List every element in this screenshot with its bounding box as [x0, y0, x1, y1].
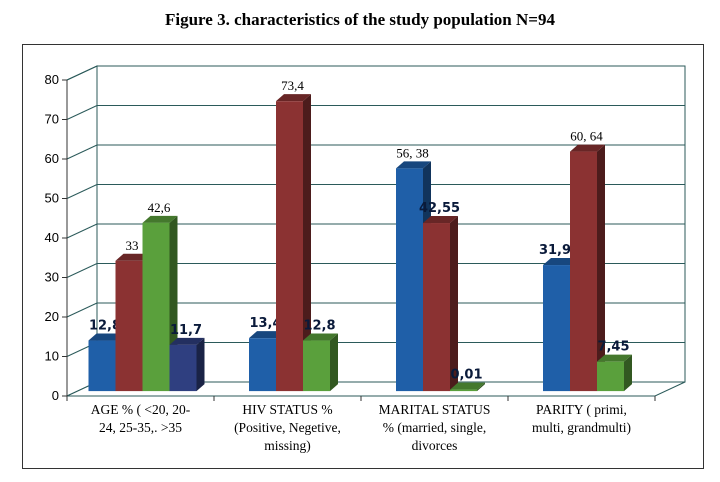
bar-side: [477, 382, 485, 392]
floor: [66, 381, 686, 397]
bar-top: [423, 216, 458, 224]
bar-side: [196, 337, 205, 392]
bar-top: [142, 215, 178, 223]
data-label: 0,01: [450, 368, 482, 383]
bar-top: [249, 331, 284, 339]
bar-top: [597, 354, 632, 362]
data-label: 33: [126, 238, 139, 253]
bar-top: [169, 337, 205, 345]
bar-side: [597, 144, 605, 392]
gridline-side: [66, 223, 98, 239]
bar: [450, 389, 477, 392]
bar: [597, 361, 624, 392]
gridline-side: [66, 184, 98, 199]
data-label: 7,45: [597, 340, 629, 355]
bar-side: [450, 216, 458, 392]
gridline-side: [66, 263, 98, 278]
bar-top: [303, 333, 338, 341]
bar-top: [570, 144, 605, 152]
bar: [249, 338, 276, 392]
gridline-side: [66, 302, 98, 318]
bar-side: [303, 94, 311, 392]
gridline-side: [66, 105, 98, 120]
data-label: 73,4: [281, 78, 304, 93]
bar-side: [330, 333, 338, 392]
category-label: (Positive, Negetive,: [234, 420, 341, 435]
category-label: multi, grandmulti): [532, 420, 631, 435]
chart-frame: [22, 44, 704, 469]
gridline-side: [66, 144, 98, 160]
bar: [115, 260, 143, 392]
data-label: 12,8: [303, 319, 335, 334]
data-label: 42,55: [419, 201, 460, 216]
y-tick-label: 50: [45, 191, 59, 206]
bar-top: [115, 253, 151, 261]
bar-top: [88, 333, 124, 341]
bar: [423, 223, 450, 392]
category-label: AGE % ( <20, 20-: [91, 402, 191, 417]
data-label: 31,91: [539, 243, 580, 258]
y-tick-label: 70: [45, 112, 59, 127]
bar: [303, 340, 330, 392]
data-label: 60, 64: [570, 129, 603, 144]
category-label: HIV STATUS %: [242, 402, 332, 417]
y-tick-label: 20: [45, 309, 59, 324]
chart-title: Figure 3. characteristics of the study p…: [165, 10, 555, 29]
bar: [169, 344, 197, 392]
bar-side: [624, 354, 632, 392]
bar: [276, 101, 303, 392]
data-label: 11,7: [170, 323, 202, 338]
y-tick-label: 60: [45, 151, 59, 166]
y-tick-label: 40: [45, 230, 59, 245]
bar-top: [276, 94, 311, 102]
data-label: 12,8: [89, 319, 121, 334]
y-tick-label: 80: [45, 72, 59, 87]
y-tick-label: 0: [52, 388, 59, 403]
bar: [396, 168, 423, 392]
bar: [570, 151, 597, 392]
category-label: PARITY ( primi,: [536, 402, 627, 417]
bar: [543, 265, 570, 392]
bar: [88, 340, 116, 392]
bar-top: [396, 161, 431, 169]
bar-top: [543, 258, 578, 266]
bar-top: [450, 382, 485, 390]
y-tick-label: 30: [45, 270, 59, 285]
category-label: MARITAL STATUS: [379, 402, 491, 417]
data-label: 42,6: [148, 200, 171, 215]
category-label: 24, 25-35,. >35: [99, 420, 182, 435]
category-label: missing): [264, 438, 311, 453]
category-label: divorces: [412, 438, 458, 453]
category-label: % (married, single,: [383, 420, 486, 435]
gridline-side: [66, 65, 98, 81]
bar: [142, 222, 170, 392]
y-tick-label: 10: [45, 349, 59, 364]
data-label: 56, 38: [396, 145, 429, 160]
data-label: 13,4: [249, 316, 281, 331]
